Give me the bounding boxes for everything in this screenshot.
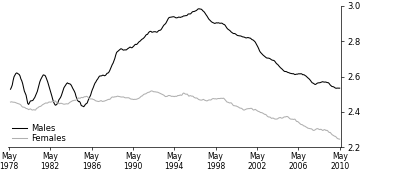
Legend: Males, Females: Males, Females	[10, 122, 68, 145]
Line: Females: Females	[10, 91, 340, 139]
Line: Males: Males	[10, 9, 340, 107]
